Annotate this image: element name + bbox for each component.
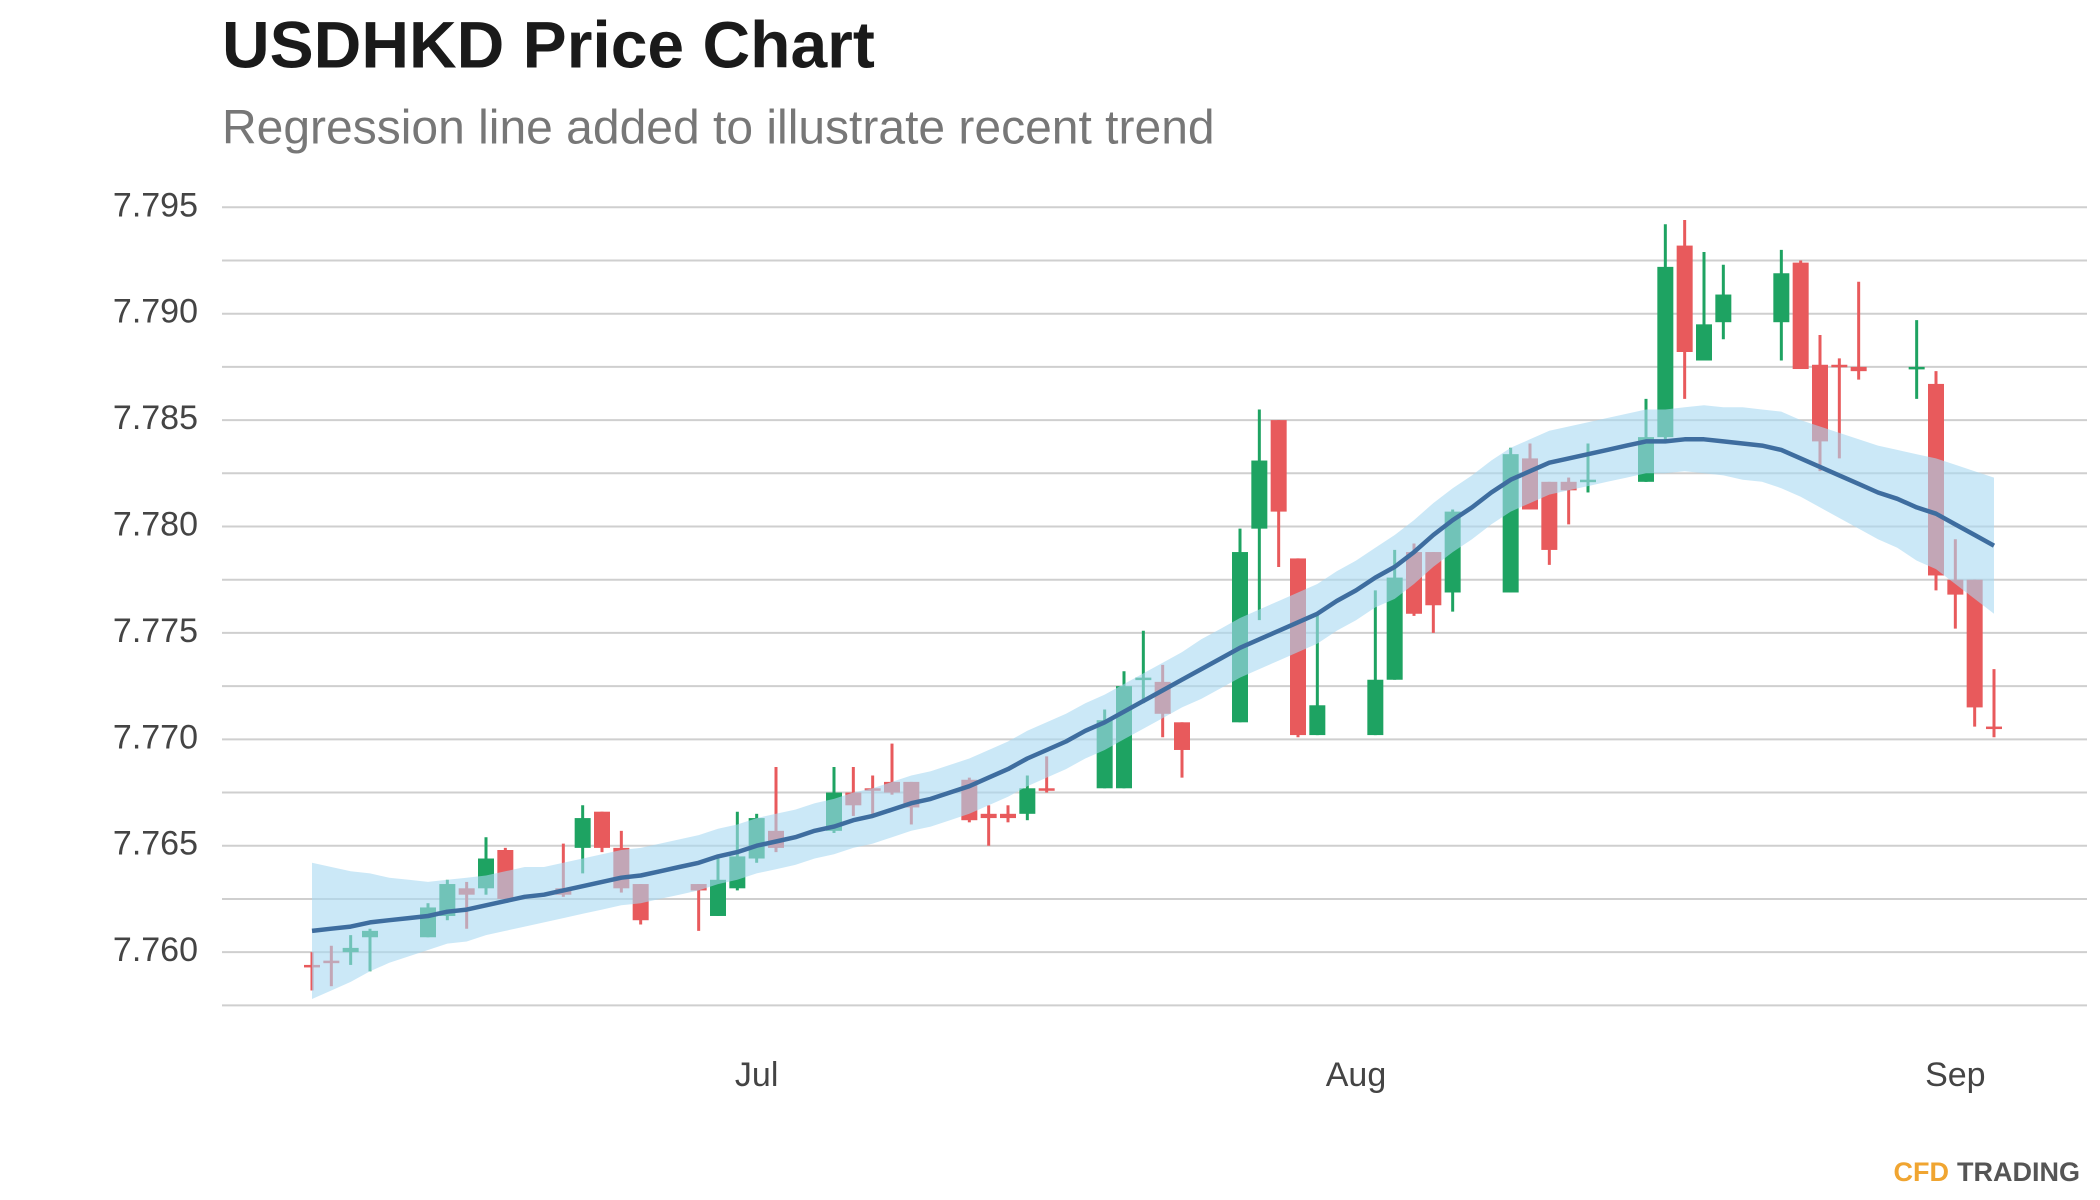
candle-body (1812, 364, 1828, 442)
candle-body (1715, 294, 1732, 323)
logo: CFD TRADING (1894, 1157, 2081, 1187)
candle-body (1038, 788, 1055, 791)
candle-body (1000, 813, 1016, 819)
candle-body (1831, 364, 1848, 368)
y-tick-label: 7.775 (113, 612, 198, 650)
trend-line (311, 437, 1996, 934)
confidence-band (312, 405, 1994, 999)
candle-body (594, 811, 610, 848)
candle-body (980, 813, 997, 819)
candle-body (1251, 460, 1268, 529)
y-tick-label: 7.790 (113, 293, 198, 331)
candle-body (1850, 366, 1867, 372)
candle-body (1966, 579, 1983, 708)
y-tick-label: 7.765 (113, 825, 198, 863)
candle-body (1986, 726, 2002, 730)
candle-body (1696, 324, 1712, 361)
candle-body (1270, 420, 1287, 512)
candle-body (1908, 366, 1925, 370)
candle-body (1773, 273, 1790, 323)
candle-body (1676, 245, 1693, 352)
candle-body (1792, 262, 1809, 370)
candle-body (1386, 577, 1403, 680)
y-tick-label: 7.785 (113, 399, 198, 437)
x-tick-label: Jul (735, 1056, 778, 1094)
logo-second: TRADING (1957, 1157, 2080, 1187)
candle-body (1019, 788, 1036, 814)
candle-body (1657, 266, 1674, 438)
candle-body (1309, 705, 1326, 736)
y-tick-label: 7.780 (113, 505, 198, 543)
y-tick-label: 7.760 (113, 931, 198, 969)
logo-first: CFD (1894, 1157, 1950, 1187)
x-tick-label: Aug (1326, 1056, 1387, 1094)
chart-subtitle: Regression line added to illustrate rece… (222, 102, 1215, 155)
chart-title: USDHKD Price Chart (222, 7, 875, 81)
candle-body (1541, 481, 1558, 550)
y-tick-label: 7.795 (113, 186, 198, 224)
y-tick-label: 7.770 (113, 718, 198, 756)
candle-body (710, 879, 726, 916)
candle-body (574, 818, 591, 848)
x-tick-label: Sep (1925, 1056, 1986, 1094)
candle-body (1174, 722, 1190, 750)
candle-body (1367, 679, 1384, 736)
